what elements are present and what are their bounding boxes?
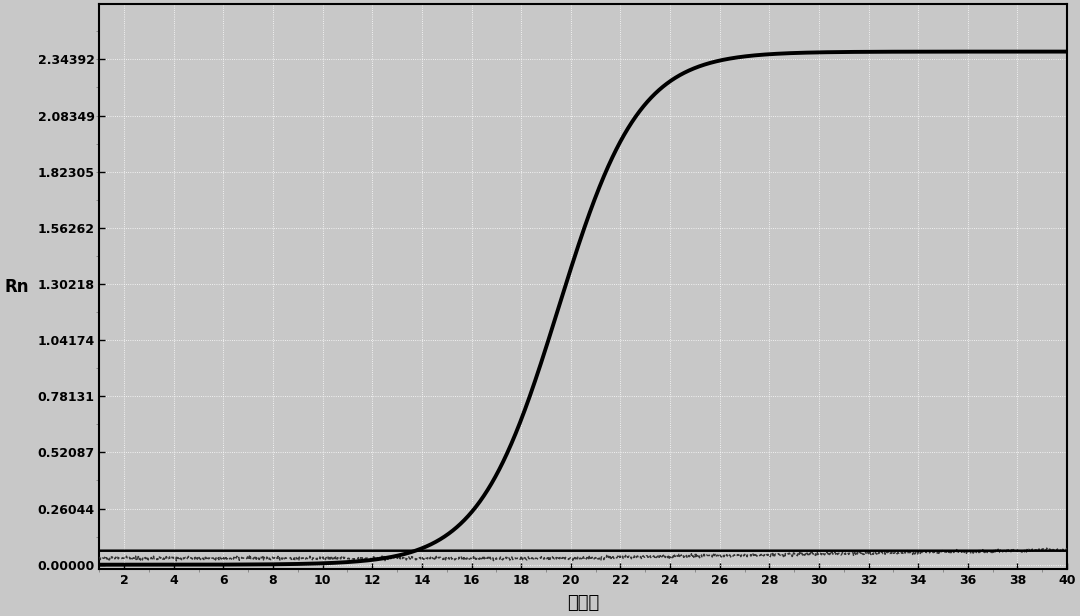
- X-axis label: 循环数: 循环数: [567, 594, 599, 612]
- Y-axis label: Rn: Rn: [4, 278, 29, 296]
